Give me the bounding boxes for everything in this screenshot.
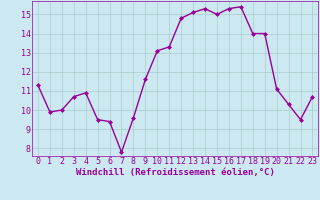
X-axis label: Windchill (Refroidissement éolien,°C): Windchill (Refroidissement éolien,°C) <box>76 168 275 177</box>
